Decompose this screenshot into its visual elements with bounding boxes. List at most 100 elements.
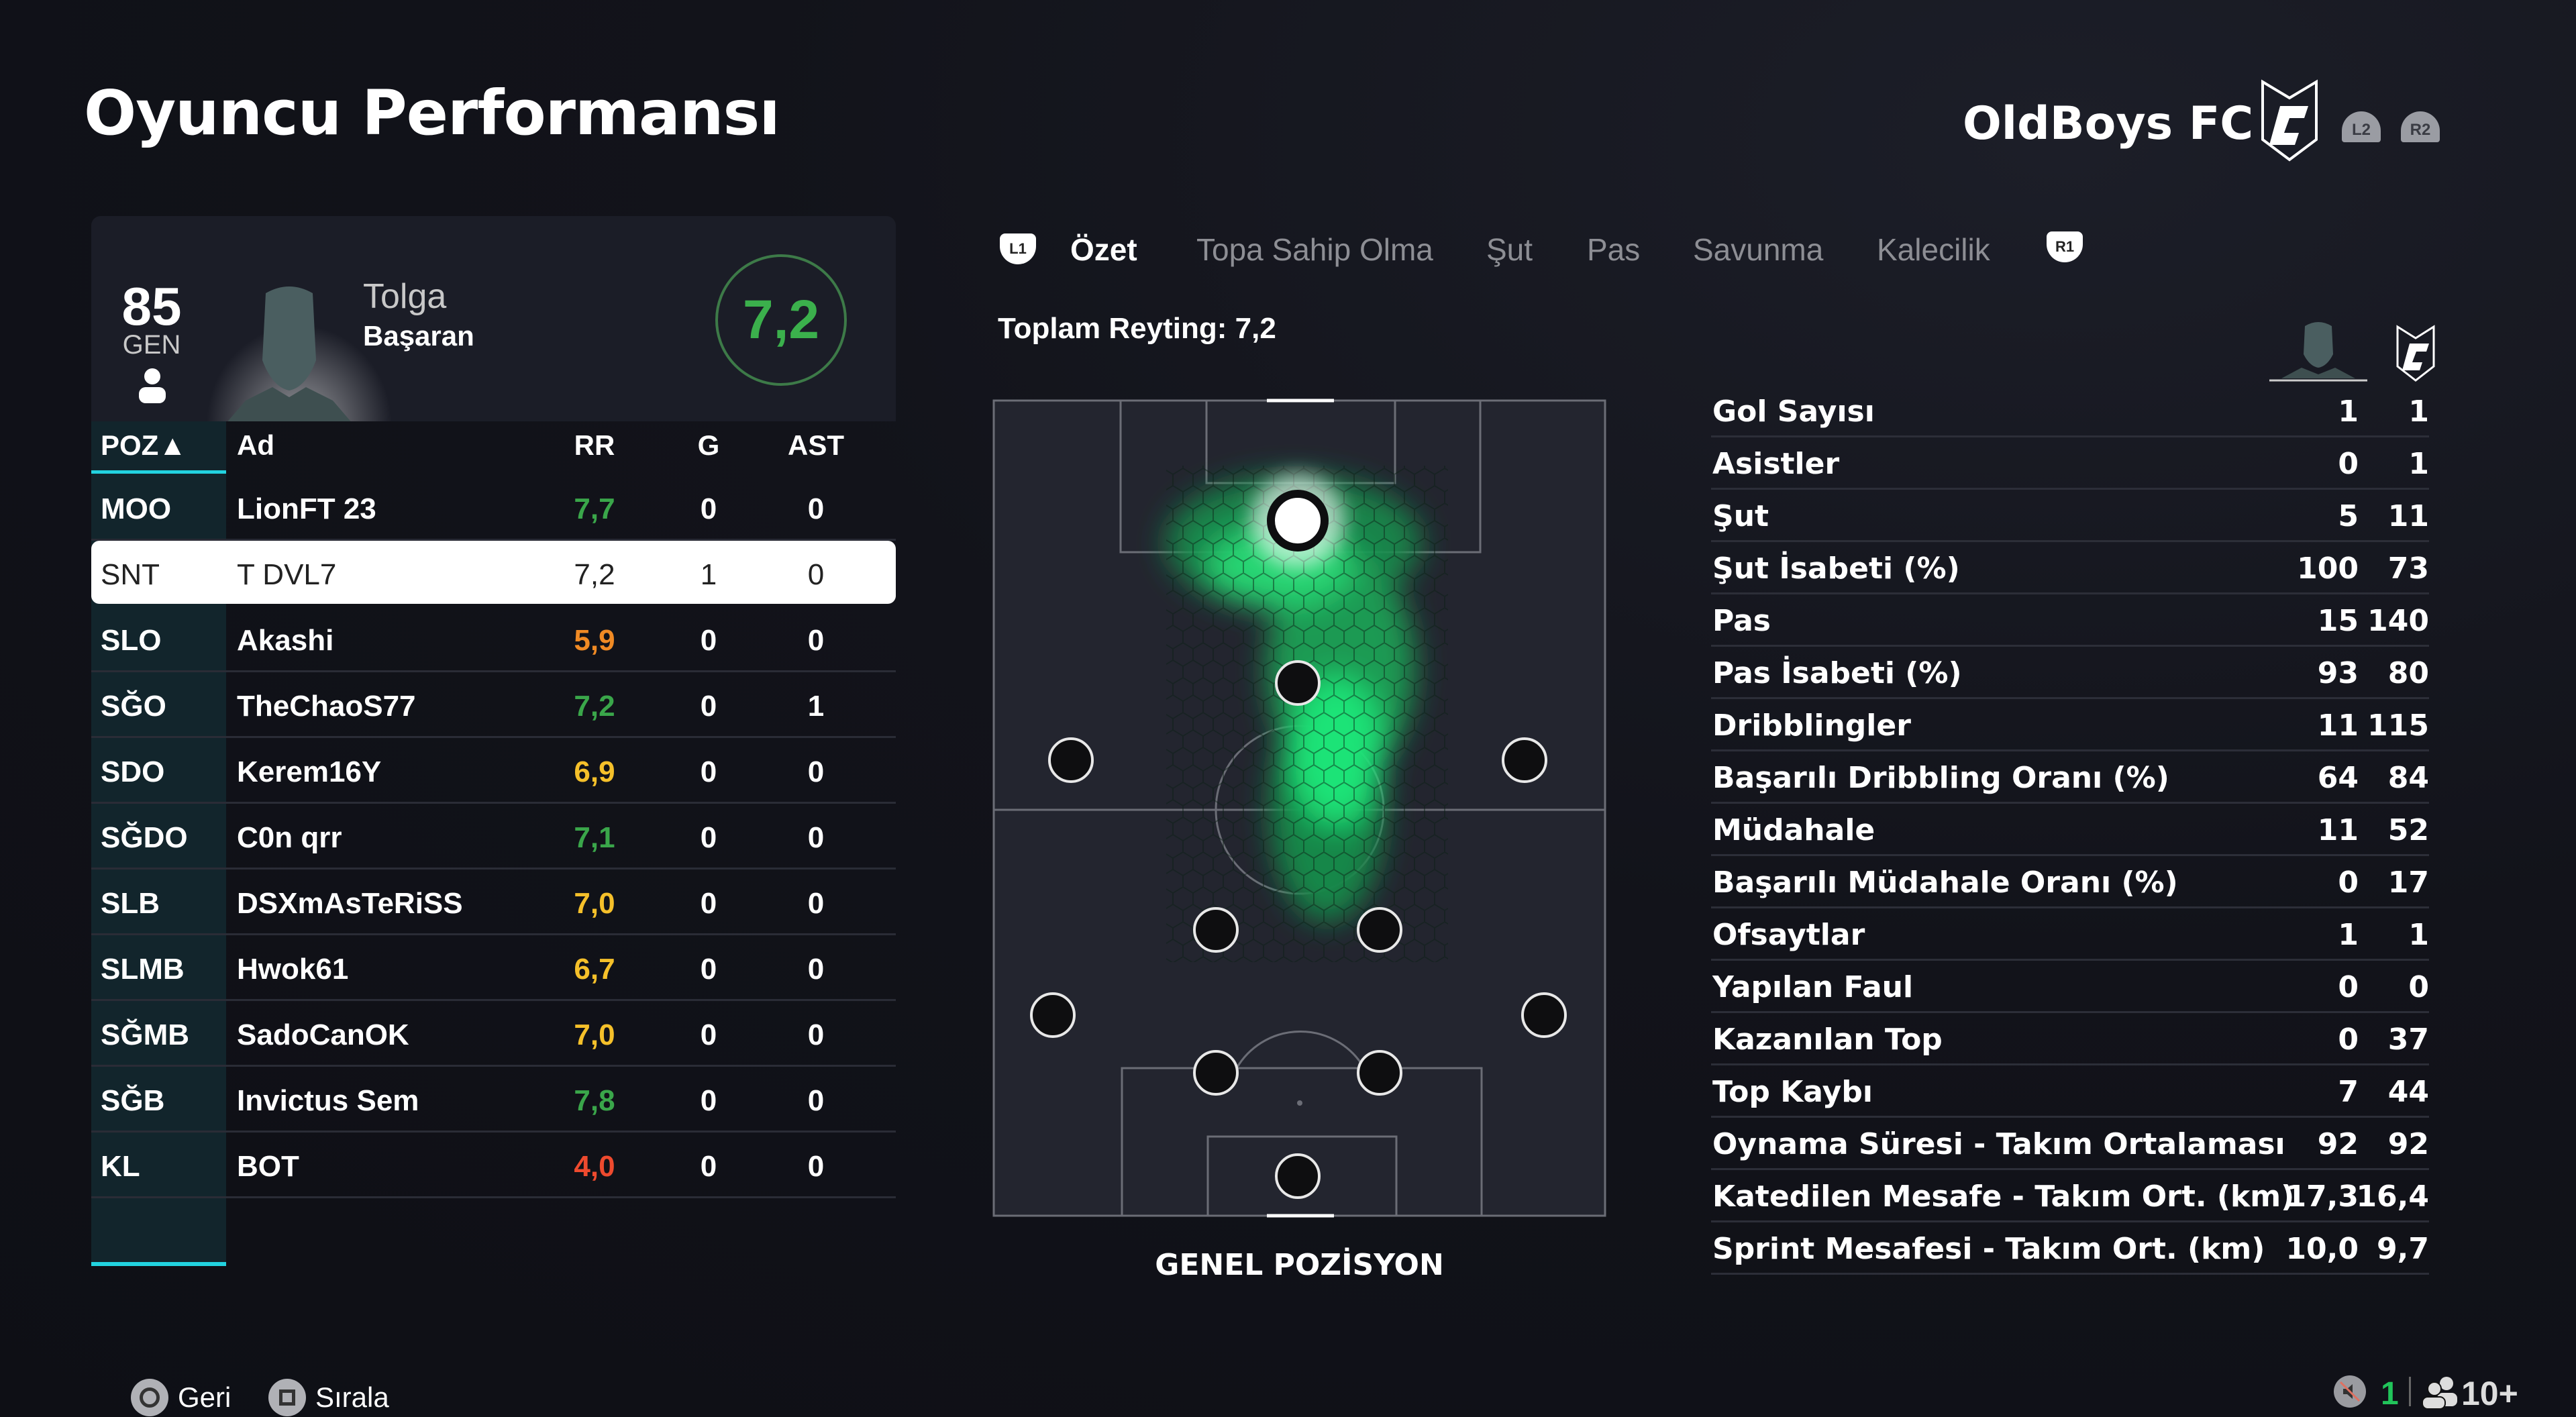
tab-savunma[interactable]: Savunma xyxy=(1693,232,1824,267)
r2-button[interactable]: R2 xyxy=(2401,111,2440,142)
stat-team-value: 115 xyxy=(2367,708,2429,743)
row-player-name: Hwok61 xyxy=(237,953,349,986)
tab-topa-sahip-olma[interactable]: Topa Sahip Olma xyxy=(1196,232,1433,267)
player-first-name: Tolga xyxy=(363,277,447,316)
stat-label: Dribblingler xyxy=(1712,708,1911,743)
table-row[interactable]: SLMB Hwok61 6,7 0 0 xyxy=(91,935,896,1001)
stat-row: Ofsaytlar 1 1 xyxy=(1711,908,2429,961)
table-row[interactable]: SLO Akashi 5,9 0 0 xyxy=(91,607,896,672)
team-crest-icon[interactable] xyxy=(2395,325,2436,382)
pitch-label: GENEL POZİSYON xyxy=(1155,1248,1444,1282)
square-button-icon xyxy=(268,1379,306,1416)
stat-label: Şut İsabeti (%) xyxy=(1712,552,1960,586)
row-rating: 7,8 xyxy=(574,1084,615,1117)
col-header-goals[interactable]: G xyxy=(697,429,720,461)
stat-team-value: 17 xyxy=(2387,865,2429,900)
stat-row: Dribblingler 11 115 xyxy=(1711,699,2429,751)
stat-row: Müdahale 11 52 xyxy=(1711,804,2429,856)
row-player-name: Akashi xyxy=(237,624,334,657)
row-assists: 1 xyxy=(807,690,825,723)
row-player-name: LionFT 23 xyxy=(237,492,376,525)
stat-row: Şut İsabeti (%) 100 73 xyxy=(1711,542,2429,594)
row-rating: 7,1 xyxy=(574,821,615,854)
players-icon xyxy=(2422,1377,2457,1409)
row-assists: 0 xyxy=(807,821,825,854)
stat-team-value: 1 xyxy=(2408,395,2429,429)
table-row[interactable]: SĞDO C0n qrr 7,1 0 0 xyxy=(91,804,896,870)
table-row[interactable]: SĞO TheChaoS77 7,2 0 1 xyxy=(91,672,896,738)
row-assists: 0 xyxy=(807,953,825,986)
user-icon xyxy=(139,368,166,403)
row-player-name: C0n qrr xyxy=(237,821,342,854)
row-goals: 0 xyxy=(700,755,717,788)
stat-label: Yapılan Faul xyxy=(1712,970,1914,1004)
stat-label: Top Kaybı xyxy=(1712,1075,1873,1109)
row-assists: 0 xyxy=(807,1018,825,1051)
row-position: SNT xyxy=(101,558,160,591)
match-rating-ring: 7,2 xyxy=(715,254,847,386)
back-button[interactable]: Geri xyxy=(131,1379,231,1416)
r1-button[interactable]: R1 xyxy=(2047,231,2083,262)
sort-button[interactable]: Sırala xyxy=(268,1379,389,1416)
stat-player-value: 1 xyxy=(2338,395,2359,429)
row-position: SDO xyxy=(101,755,165,788)
row-player-name: SadoCanOK xyxy=(237,1018,409,1051)
table-row[interactable]: MOO LionFT 23 7,7 0 0 xyxy=(91,475,896,541)
stat-team-value: 44 xyxy=(2387,1075,2429,1109)
player-dot xyxy=(1275,1153,1321,1199)
player-dot xyxy=(1193,907,1239,953)
table-row[interactable]: SĞB Invictus Sem 7,8 0 0 xyxy=(91,1067,896,1133)
stat-label: Pas İsabeti (%) xyxy=(1712,656,1962,690)
row-position: SLO xyxy=(101,624,162,657)
table-row[interactable]: SNT T DVL7 7,2 1 0 xyxy=(91,541,896,604)
table-row[interactable]: KL BOT 4,0 0 0 xyxy=(91,1133,896,1198)
pitch-heatmap xyxy=(992,399,1606,1218)
stat-player-value: 0 xyxy=(2338,1022,2359,1057)
player-dot xyxy=(1193,1050,1239,1096)
row-rating: 7,0 xyxy=(574,887,615,920)
stat-player-value: 100 xyxy=(2297,552,2359,586)
stat-player-value: 0 xyxy=(2338,970,2359,1004)
col-header-assists[interactable]: AST xyxy=(788,429,844,461)
stat-team-value: 73 xyxy=(2387,552,2429,586)
tab-pas[interactable]: Pas xyxy=(1587,232,1641,267)
player-dot xyxy=(1048,737,1094,783)
player-dot xyxy=(1502,737,1547,783)
col-header-rating[interactable]: RR xyxy=(574,429,615,461)
player-portrait-icon xyxy=(227,286,351,421)
l1-button[interactable]: L1 xyxy=(1000,233,1036,264)
stat-team-value: 9,7 xyxy=(2377,1232,2429,1266)
stat-label: Başarılı Dribbling Oranı (%) xyxy=(1712,761,2169,795)
row-assists: 0 xyxy=(807,492,825,525)
stat-team-value: 0 xyxy=(2408,970,2429,1004)
stat-row: Top Kaybı 7 44 xyxy=(1711,1065,2429,1118)
player-avatar-icon[interactable] xyxy=(2268,321,2369,382)
tab-sut[interactable]: Şut xyxy=(1486,232,1533,267)
row-rating: 7,2 xyxy=(574,558,615,591)
stat-label: Başarılı Müdahale Oranı (%) xyxy=(1712,865,2178,900)
stat-team-value: 52 xyxy=(2387,813,2429,847)
stat-row: Katedilen Mesafe - Takım Ort. (km) 17,3 16… xyxy=(1711,1170,2429,1222)
divider xyxy=(2409,1377,2411,1406)
col-header-position[interactable]: POZ▲ xyxy=(101,429,187,461)
row-goals: 1 xyxy=(700,558,717,591)
row-player-name: T DVL7 xyxy=(237,558,337,591)
muted-speaker-icon[interactable] xyxy=(2334,1375,2366,1408)
player-positions xyxy=(1030,490,1567,1199)
stat-row: Yapılan Faul 0 0 xyxy=(1711,961,2429,1013)
col-header-name[interactable]: Ad xyxy=(237,429,274,461)
stat-row: Kazanılan Top 0 37 xyxy=(1711,1013,2429,1065)
stat-team-value: 140 xyxy=(2367,604,2429,638)
row-goals: 0 xyxy=(700,1150,717,1183)
l2-button[interactable]: L2 xyxy=(2342,111,2381,142)
row-position: SĞO xyxy=(101,690,166,723)
tab-ozet[interactable]: Özet xyxy=(1070,232,1137,267)
table-row[interactable]: SDO Kerem16Y 6,9 0 0 xyxy=(91,738,896,804)
club-crest-icon xyxy=(2261,79,2318,162)
row-goals: 0 xyxy=(700,690,717,723)
tab-kalecilik[interactable]: Kalecilik xyxy=(1877,232,1990,267)
table-row[interactable]: SĞMB SadoCanOK 7,0 0 0 xyxy=(91,1001,896,1067)
row-goals: 0 xyxy=(700,492,717,525)
stat-row: Pas İsabeti (%) 93 80 xyxy=(1711,647,2429,699)
table-row[interactable]: SLB DSXmAsTeRiSS 7,0 0 0 xyxy=(91,870,896,935)
